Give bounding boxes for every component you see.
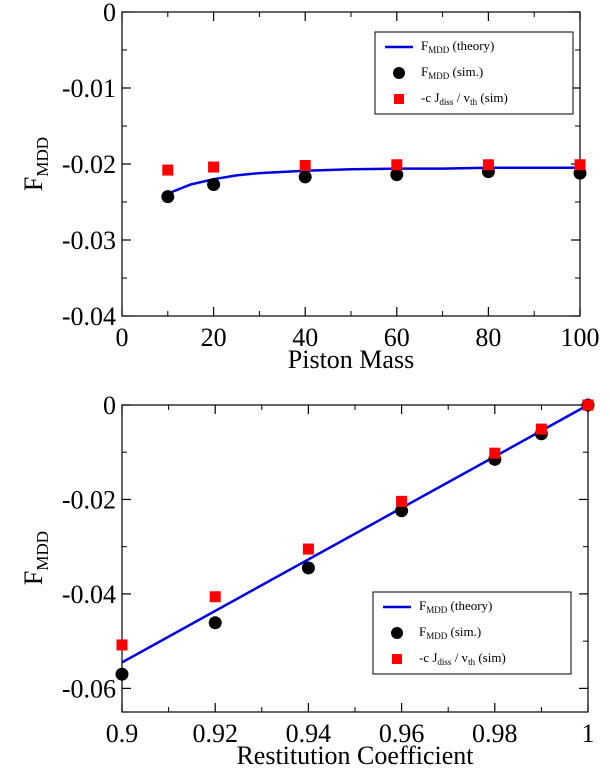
- sim-point: [298, 170, 312, 184]
- y-axis-label: FMDD: [19, 137, 52, 191]
- sim-point: [390, 168, 404, 182]
- dissipation-point: [391, 159, 403, 171]
- theory-line: [121, 403, 589, 664]
- x-tick-label: 20: [201, 323, 227, 352]
- y-axis-label-main: F: [19, 177, 48, 191]
- legend-square-swatch: [392, 654, 402, 664]
- legend-label-sub: diss: [439, 97, 454, 107]
- legend-label-sub: MDD: [426, 605, 448, 615]
- y-tick-label: -0.03: [62, 226, 116, 255]
- x-tick-label: 0.92: [192, 719, 238, 748]
- legend-label: FMDD (theory): [419, 598, 492, 615]
- dissipation-point: [489, 447, 501, 459]
- x-tick-label: 100: [561, 323, 600, 352]
- legend-label-sub2: th: [470, 97, 478, 107]
- legend-label-rest: (theory): [447, 598, 492, 613]
- legend-label-sub: MDD: [428, 45, 450, 55]
- dissipation-point: [574, 159, 586, 171]
- legend-circle-swatch: [393, 67, 405, 79]
- legend-square-swatch: [394, 94, 404, 104]
- dissipation-point: [116, 639, 128, 651]
- dissipation-point: [482, 159, 494, 171]
- legend-label-rest2: (sim): [477, 90, 508, 105]
- y-tick-label: -0.04: [62, 302, 116, 331]
- legend-label-main: F: [421, 64, 428, 79]
- sim-point: [395, 504, 409, 518]
- x-tick-label: 60: [384, 323, 410, 352]
- dissipation-point: [535, 423, 547, 435]
- sim-point: [208, 616, 222, 630]
- legend-label-main: -c J: [421, 90, 439, 105]
- y-tick-label: 0: [103, 391, 116, 420]
- x-tick-label: 0.9: [106, 719, 139, 748]
- y-axis-label-sub: MDD: [33, 137, 52, 177]
- sim-point: [161, 190, 175, 204]
- x-tick-label: 0.94: [286, 719, 332, 748]
- dissipation-point: [162, 164, 174, 176]
- legend-label-rest: (sim.): [449, 64, 483, 79]
- legend-circle-swatch: [391, 627, 403, 639]
- x-axis-label: Restitution Coefficient: [236, 741, 474, 770]
- legend-label-sub: MDD: [428, 71, 450, 81]
- legend-label-rest: / v: [451, 650, 468, 665]
- x-tick-label: 40: [292, 323, 318, 352]
- legend-label-main: F: [421, 38, 428, 53]
- chart-restitution-coefficient: 0.9 0.92 0.94 0.96 0.98 1 -0.06 -0.04 -0.02 0 Rest…: [19, 391, 595, 770]
- dissipation-point: [302, 543, 314, 555]
- legend: FMDD (theory)FMDD (sim.)-c Jdiss / vth (…: [372, 591, 572, 675]
- x-axis-label: Piston Mass: [288, 345, 414, 374]
- x-tick-label: 0.98: [472, 719, 518, 748]
- y-axis-label-main: F: [19, 571, 48, 585]
- sim-point: [207, 178, 221, 192]
- legend-label-main: F: [419, 624, 426, 639]
- y-tick-label: -0.06: [62, 674, 116, 703]
- y-tick-label: -0.02: [62, 485, 116, 514]
- legend-label: FMDD (sim.): [419, 624, 481, 641]
- x-tick-label: 0.96: [379, 719, 425, 748]
- legend-label-rest: / v: [453, 90, 470, 105]
- x-tick-label: 1: [582, 719, 595, 748]
- legend-label-main: F: [419, 598, 426, 613]
- legend-label-sub: diss: [437, 657, 452, 667]
- x-tick-label: 0: [116, 323, 129, 352]
- legend-label: -c Jdiss / vth (sim): [419, 650, 506, 667]
- dissipation-point: [208, 161, 220, 173]
- y-axis-label: FMDD: [19, 531, 52, 585]
- y-tick-label: 0: [103, 0, 116, 27]
- y-axis-label-sub: MDD: [33, 531, 52, 571]
- dissipation-point: [396, 495, 408, 507]
- y-tick-label: -0.02: [62, 150, 116, 179]
- legend-label-rest: (sim.): [447, 624, 481, 639]
- legend-box: [374, 31, 574, 115]
- y-tick-label: -0.04: [62, 580, 116, 609]
- sim-point: [115, 667, 129, 681]
- legend-label: -c Jdiss / vth (sim): [421, 90, 508, 107]
- legend-label: FMDD (theory): [421, 38, 494, 55]
- legend-label-rest2: (sim): [475, 650, 506, 665]
- legend: FMDD (theory)FMDD (sim.)-c Jdiss / vth (…: [374, 31, 574, 115]
- legend-label-main: -c J: [419, 650, 437, 665]
- chart-piston-mass: 0 20 40 60 80 100 -0.04 -0.03 -0.02 -0.01 0 Piston …: [19, 0, 600, 374]
- dissipation-point: [299, 160, 311, 172]
- x-tick-label: 80: [475, 323, 501, 352]
- legend-label-sub: MDD: [426, 631, 448, 641]
- dissipation-point: [582, 399, 594, 411]
- theory-line: [167, 166, 580, 195]
- legend-label-rest: (theory): [449, 38, 494, 53]
- sim-point: [301, 561, 315, 575]
- dissipation-point: [209, 591, 221, 603]
- y-tick-label: -0.01: [62, 74, 116, 103]
- legend-box: [372, 591, 572, 675]
- legend-label: FMDD (sim.): [421, 64, 483, 81]
- legend-label-sub2: th: [468, 657, 476, 667]
